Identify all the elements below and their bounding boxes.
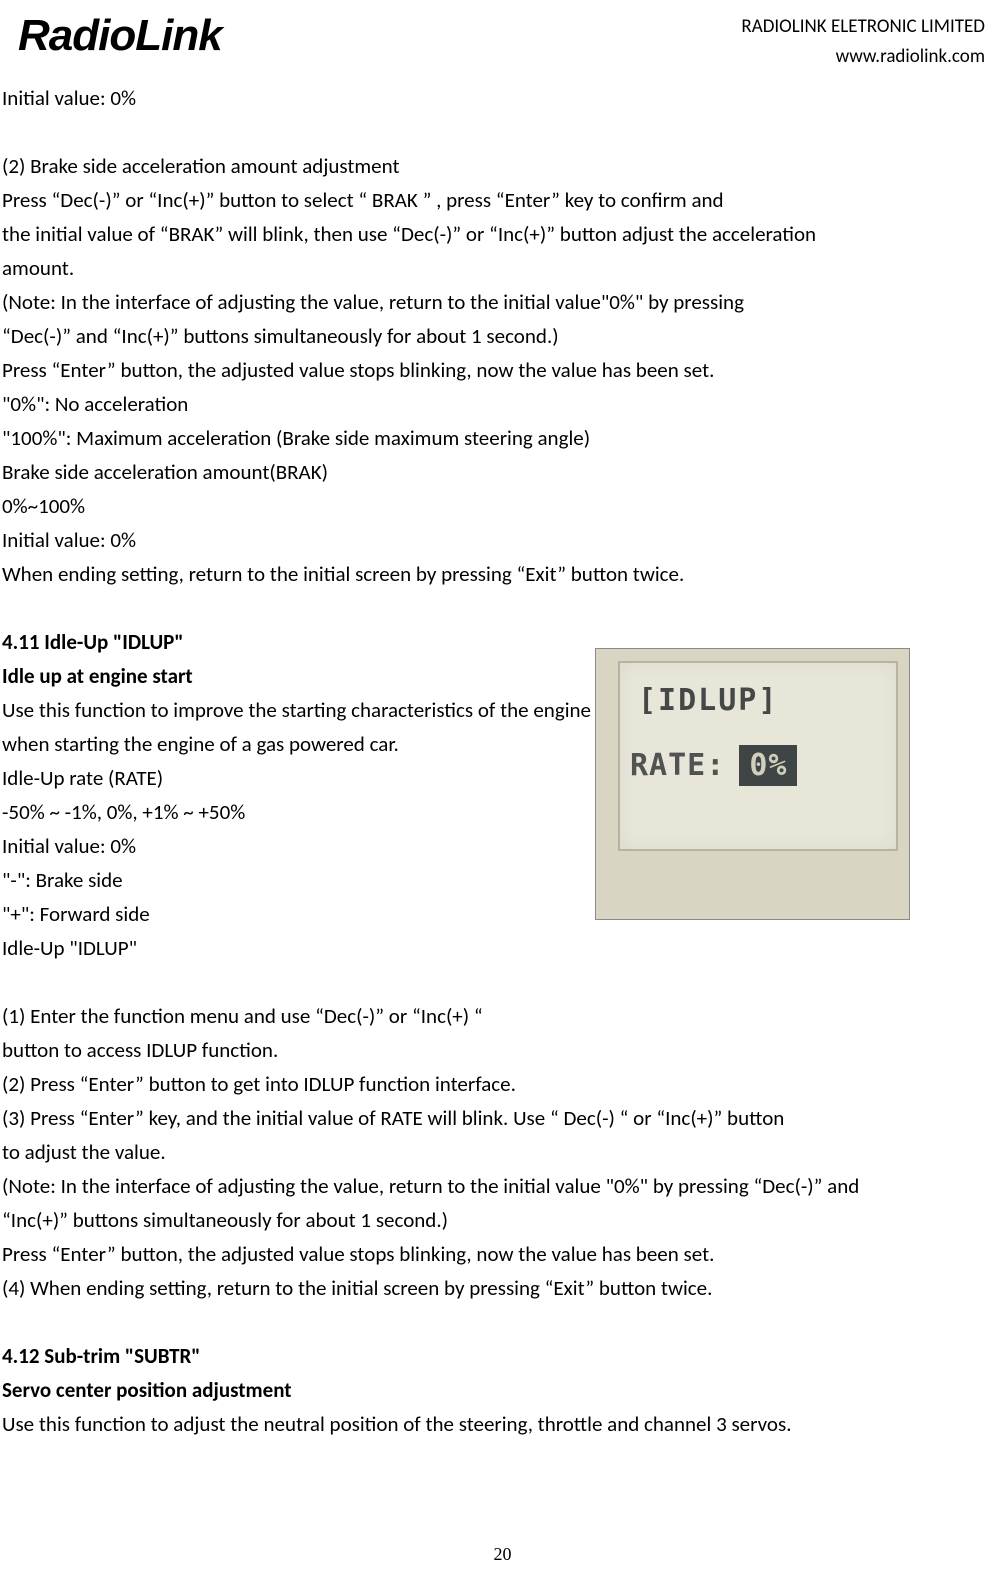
blank-line	[2, 115, 1005, 149]
text-line: Use this function to adjust the neutral …	[2, 1407, 1005, 1441]
lcd-screenshot: [IDLUP] RATE: 0%	[595, 648, 910, 920]
blank-line	[2, 1305, 1005, 1339]
text-line: “Inc(+)” buttons simultaneously for abou…	[2, 1203, 1005, 1237]
text-line: Brake side acceleration amount(BRAK)	[2, 455, 1005, 489]
text-line: (3) Press “Enter” key, and the initial v…	[2, 1101, 1005, 1135]
text-line: "0%": No acceleration	[2, 387, 1005, 421]
lcd-rate-value: 0%	[739, 745, 797, 786]
text-line: the initial value of “BRAK” will blink, …	[2, 217, 1005, 251]
text-line: button to access IDLUP function.	[2, 1033, 1005, 1067]
page-number: 20	[0, 1544, 1005, 1565]
text-line: (Note: In the interface of adjusting the…	[2, 285, 1005, 319]
text-line: “Dec(-)” and “Inc(+)” buttons simultaneo…	[2, 319, 1005, 353]
text-line: Press “Dec(-)” or “Inc(+)” button to sel…	[2, 183, 1005, 217]
lcd-rate-label: RATE:	[630, 748, 725, 783]
text-line: Initial value: 0%	[2, 81, 1005, 115]
text-line: (Note: In the interface of adjusting the…	[2, 1169, 1005, 1203]
header-right: RADIOLINK ELETRONIC LIMITED www.radiolin…	[741, 10, 985, 73]
blank-line	[2, 965, 1005, 999]
lcd-rate-row: RATE: 0%	[630, 745, 797, 786]
text-line: (4) When ending setting, return to the i…	[2, 1271, 1005, 1305]
text-line: Press “Enter” button, the adjusted value…	[2, 1237, 1005, 1271]
text-line: 0%~100%	[2, 489, 1005, 523]
text-line: (2) Press “Enter” button to get into IDL…	[2, 1067, 1005, 1101]
section-heading: 4.12 Sub-trim "SUBTR"	[2, 1339, 1005, 1373]
text-line: "100%": Maximum acceleration (Brake side…	[2, 421, 1005, 455]
website-url: www.radiolink.com	[741, 42, 985, 72]
text-line: amount.	[2, 251, 1005, 285]
text-line: Idle-Up "IDLUP"	[2, 931, 1005, 965]
blank-line	[2, 591, 1005, 625]
section-subheading: Servo center position adjustment	[2, 1373, 1005, 1407]
text-line: to adjust the value.	[2, 1135, 1005, 1169]
page-header: RadioLink RADIOLINK ELETRONIC LIMITED ww…	[0, 10, 1005, 73]
text-line: (1) Enter the function menu and use “Dec…	[2, 999, 1005, 1033]
lcd-idlup-label: [IDLUP]	[638, 683, 778, 718]
lcd-screen: [IDLUP] RATE: 0%	[618, 661, 898, 851]
text-line: When ending setting, return to the initi…	[2, 557, 1005, 591]
company-name: RADIOLINK ELETRONIC LIMITED	[741, 12, 985, 42]
text-line: Initial value: 0%	[2, 523, 1005, 557]
logo: RadioLink	[18, 10, 222, 58]
text-line: (2) Brake side acceleration amount adjus…	[2, 149, 1005, 183]
text-line: Press “Enter” button, the adjusted value…	[2, 353, 1005, 387]
